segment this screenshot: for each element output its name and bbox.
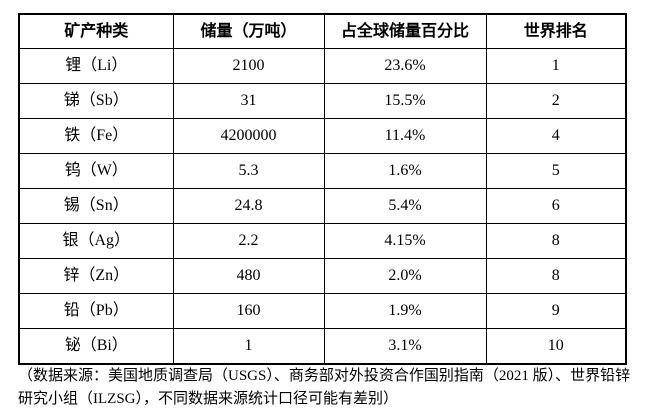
world-rank-cell: 2 (485, 83, 627, 119)
global-share-cell: 23.6% (323, 48, 487, 84)
world-rank-cell: 8 (485, 258, 627, 294)
reserves-cell: 5.3 (172, 153, 325, 189)
mineral-name-cell: 锡（Sn） (18, 188, 174, 224)
table-body: 锂（Li） 2100 23.6% 1 锑（Sb） 31 15.5% 2 铁（Fe） 4200000… (18, 48, 627, 365)
table-row: 银（Ag） 2.2 4.15% 8 (18, 223, 627, 259)
mineral-name-cell: 锌（Zn） (18, 258, 174, 294)
table-row: 铅（Pb） 160 1.9% 9 (18, 293, 627, 329)
table-header-row: 矿产种类 储量（万吨） 占全球储量百分比 世界排名 (18, 13, 627, 49)
mineral-name-cell: 钨（W） (18, 153, 174, 189)
table-row: 铋（Bi） 1 3.1% 10 (18, 328, 627, 365)
world-rank-cell: 4 (485, 118, 627, 154)
global-share-cell: 5.4% (323, 188, 487, 224)
column-header-mineral-name-cell: 矿产种类 (18, 13, 174, 49)
mineral-name-cell: 铋（Bi） (18, 328, 174, 365)
table-row: 锡（Sn） 24.8 5.4% 6 (18, 188, 627, 224)
world-rank-cell: 10 (485, 328, 627, 365)
column-header-world-rank-cell: 世界排名 (485, 13, 627, 49)
reserves-cell: 2.2 (172, 223, 325, 259)
reserves-cell: 24.8 (172, 188, 325, 224)
reserves-cell: 1 (172, 328, 325, 365)
mineral-name-cell: 锂（Li） (18, 48, 174, 84)
table-row: 锑（Sb） 31 15.5% 2 (18, 83, 627, 119)
table-header: 矿产种类 储量（万吨） 占全球储量百分比 世界排名 (18, 13, 627, 49)
minerals-reserves-table: 矿产种类 储量（万吨） 占全球储量百分比 世界排名 锂（Li） 2100 23.6% 1 锑（… (18, 13, 627, 365)
world-rank-cell: 9 (485, 293, 627, 329)
reserves-cell: 2100 (172, 48, 325, 84)
global-share-cell: 15.5% (323, 83, 487, 119)
mineral-name-cell: 铅（Pb） (18, 293, 174, 329)
global-share-cell: 3.1% (323, 328, 487, 365)
world-rank-cell: 5 (485, 153, 627, 189)
world-rank-cell: 8 (485, 223, 627, 259)
world-rank-cell: 1 (485, 48, 627, 84)
table-row: 锌（Zn） 480 2.0% 8 (18, 258, 627, 294)
mineral-name-cell: 铁（Fe） (18, 118, 174, 154)
table-row: 钨（W） 5.3 1.6% 5 (18, 153, 627, 189)
global-share-cell: 4.15% (323, 223, 487, 259)
table-row: 锂（Li） 2100 23.6% 1 (18, 48, 627, 84)
column-header-reserves-cell: 储量（万吨） (172, 13, 325, 49)
global-share-cell: 11.4% (323, 118, 487, 154)
minerals-table-container: 矿产种类 储量（万吨） 占全球储量百分比 世界排名 锂（Li） 2100 23.6% 1 锑（… (18, 13, 627, 365)
world-rank-cell: 6 (485, 188, 627, 224)
reserves-cell: 4200000 (172, 118, 325, 154)
mineral-name-cell: 锑（Sb） (18, 83, 174, 119)
reserves-cell: 480 (172, 258, 325, 294)
global-share-cell: 2.0% (323, 258, 487, 294)
reserves-cell: 160 (172, 293, 325, 329)
reserves-cell: 31 (172, 83, 325, 119)
mineral-name-cell: 银（Ag） (18, 223, 174, 259)
global-share-cell: 1.9% (323, 293, 487, 329)
data-source-footnote: （数据来源：美国地质调查局（USGS）、商务部对外投资合作国别指南（2021 版… (18, 368, 631, 407)
table-row: 铁（Fe） 4200000 11.4% 4 (18, 118, 627, 154)
global-share-cell: 1.6% (323, 153, 487, 189)
column-header-global-share-cell: 占全球储量百分比 (323, 13, 487, 49)
